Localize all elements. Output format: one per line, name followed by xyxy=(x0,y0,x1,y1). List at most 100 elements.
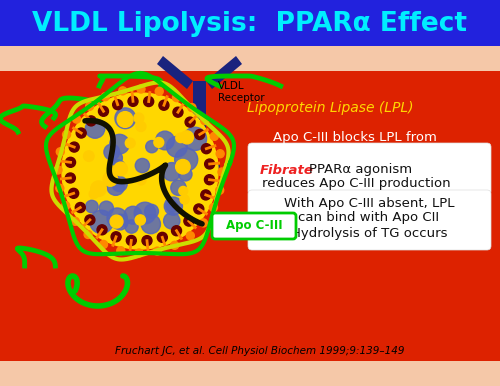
FancyBboxPatch shape xyxy=(248,143,491,195)
Circle shape xyxy=(135,249,143,257)
Circle shape xyxy=(134,202,156,224)
Circle shape xyxy=(172,226,181,236)
Circle shape xyxy=(179,186,188,195)
Circle shape xyxy=(389,363,411,385)
Circle shape xyxy=(269,363,291,385)
Circle shape xyxy=(108,166,118,176)
Wedge shape xyxy=(188,158,212,171)
Circle shape xyxy=(166,200,178,212)
Text: Fruchart JC, et al. Cell Physiol Biochem 1999;9:139–149: Fruchart JC, et al. Cell Physiol Biochem… xyxy=(115,346,405,356)
Circle shape xyxy=(128,96,138,107)
Circle shape xyxy=(112,214,128,230)
Circle shape xyxy=(89,47,111,69)
Polygon shape xyxy=(206,56,242,89)
Circle shape xyxy=(99,201,114,215)
Circle shape xyxy=(118,87,126,95)
Circle shape xyxy=(124,206,142,224)
Circle shape xyxy=(449,363,471,385)
Text: the ligand Apo CII: the ligand Apo CII xyxy=(296,146,414,159)
Circle shape xyxy=(429,47,451,69)
Circle shape xyxy=(109,363,131,385)
Circle shape xyxy=(349,47,371,69)
Circle shape xyxy=(135,158,150,173)
Circle shape xyxy=(329,47,351,69)
Circle shape xyxy=(169,47,191,69)
Circle shape xyxy=(218,168,226,176)
Circle shape xyxy=(188,103,196,112)
Circle shape xyxy=(97,225,107,235)
Circle shape xyxy=(125,220,138,233)
Circle shape xyxy=(449,47,471,69)
Circle shape xyxy=(90,210,113,234)
Circle shape xyxy=(164,213,180,229)
Circle shape xyxy=(117,247,125,255)
Circle shape xyxy=(170,241,178,249)
Circle shape xyxy=(69,363,91,385)
Circle shape xyxy=(29,47,51,69)
Circle shape xyxy=(309,363,331,385)
Circle shape xyxy=(149,363,171,385)
Circle shape xyxy=(54,166,62,174)
Circle shape xyxy=(111,232,121,242)
Circle shape xyxy=(56,148,64,156)
Circle shape xyxy=(62,130,70,139)
Circle shape xyxy=(85,215,95,225)
Circle shape xyxy=(469,363,491,385)
Circle shape xyxy=(178,168,192,181)
Circle shape xyxy=(469,47,491,69)
Circle shape xyxy=(84,230,92,239)
Circle shape xyxy=(110,215,123,228)
Circle shape xyxy=(329,363,351,385)
Circle shape xyxy=(137,85,145,93)
Circle shape xyxy=(229,363,251,385)
Text: With Apo C-III absent, LPL: With Apo C-III absent, LPL xyxy=(284,196,454,210)
Text: VLDL Lipolysis:  PPARα Effect: VLDL Lipolysis: PPARα Effect xyxy=(32,11,468,37)
Circle shape xyxy=(136,122,146,132)
Circle shape xyxy=(176,159,190,174)
Circle shape xyxy=(76,128,86,138)
FancyBboxPatch shape xyxy=(248,190,491,250)
Circle shape xyxy=(49,47,71,69)
Circle shape xyxy=(210,203,218,212)
Text: Apo C-III: Apo C-III xyxy=(226,220,282,232)
Text: PPARα agonism: PPARα agonism xyxy=(309,163,412,176)
Text: Lipoprotein Lipase (LPL): Lipoprotein Lipase (LPL) xyxy=(247,101,413,115)
Circle shape xyxy=(84,151,94,161)
Text: reduces Apo C-III production: reduces Apo C-III production xyxy=(262,176,450,190)
Circle shape xyxy=(216,186,224,194)
Circle shape xyxy=(185,117,195,127)
Circle shape xyxy=(289,363,311,385)
Circle shape xyxy=(409,47,431,69)
Circle shape xyxy=(166,136,188,157)
Text: Fibrate: Fibrate xyxy=(260,164,314,178)
Circle shape xyxy=(29,363,51,385)
Circle shape xyxy=(108,159,126,177)
Circle shape xyxy=(172,93,180,102)
Circle shape xyxy=(389,47,411,69)
Circle shape xyxy=(189,363,211,385)
Circle shape xyxy=(489,47,500,69)
Circle shape xyxy=(176,133,186,142)
Circle shape xyxy=(200,117,208,125)
Circle shape xyxy=(0,47,11,69)
Circle shape xyxy=(56,184,64,192)
Circle shape xyxy=(349,363,371,385)
Circle shape xyxy=(200,219,207,227)
Circle shape xyxy=(126,138,135,148)
Circle shape xyxy=(102,93,110,101)
Circle shape xyxy=(429,363,451,385)
Circle shape xyxy=(86,102,94,110)
Circle shape xyxy=(114,162,128,176)
Circle shape xyxy=(129,363,151,385)
Text: Hydrolysis of TG occurs: Hydrolysis of TG occurs xyxy=(291,227,448,239)
Circle shape xyxy=(201,190,211,200)
Circle shape xyxy=(90,181,106,196)
Text: VLDL
Receptor: VLDL Receptor xyxy=(218,81,264,103)
Circle shape xyxy=(62,93,218,249)
Circle shape xyxy=(369,363,391,385)
Circle shape xyxy=(186,232,194,240)
Bar xyxy=(193,81,206,156)
Circle shape xyxy=(149,47,171,69)
Circle shape xyxy=(136,175,146,185)
Circle shape xyxy=(104,144,120,160)
